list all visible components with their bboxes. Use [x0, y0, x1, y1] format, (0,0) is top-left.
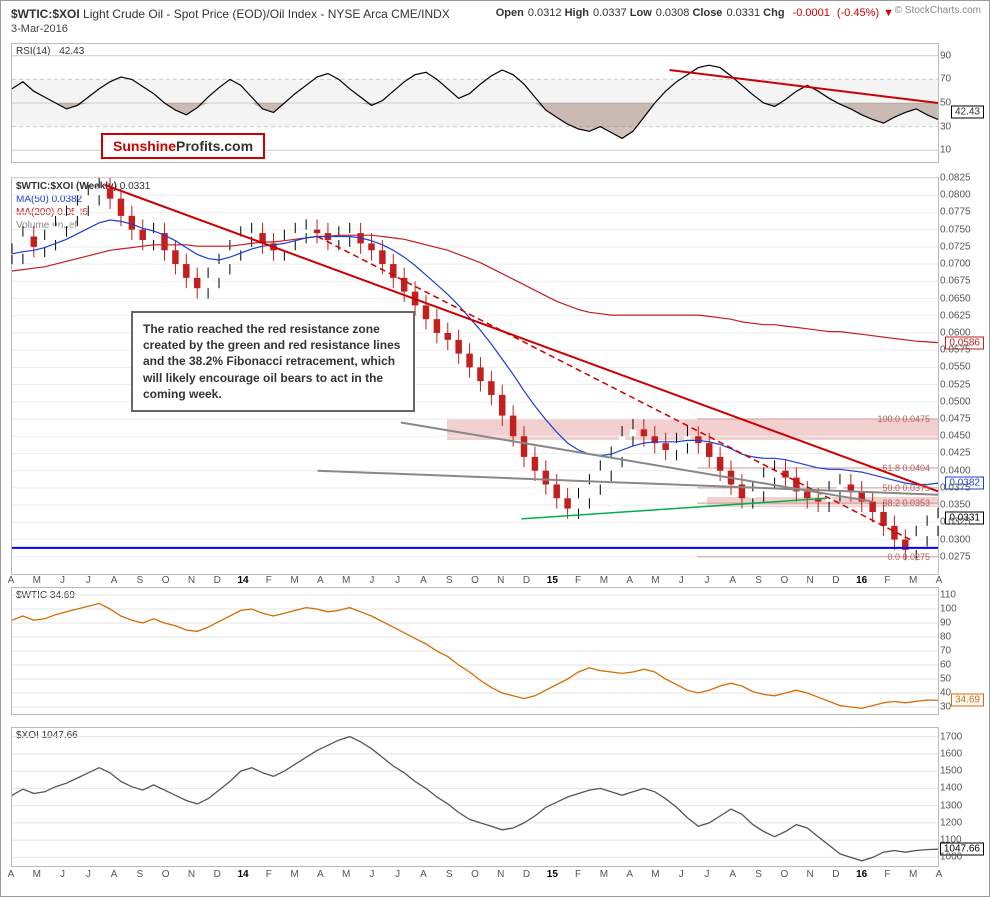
annotation-box: The ratio reached the red resistance zon… — [131, 311, 415, 412]
xoi-plot — [12, 728, 938, 866]
chart-container: © StockCharts.com $WTIC:$XOI Light Crude… — [0, 0, 990, 897]
xoi-panel: $XOI 1047.66 1047.66 1700160015001400130… — [11, 727, 939, 867]
wtic-panel: $WTIC 34.69 34.69 11010090807060504030 — [11, 587, 939, 715]
watermark: © StockCharts.com — [895, 5, 981, 16]
chart-date: 3-Mar-2016 — [11, 23, 68, 35]
logo-box: SunshineProfits.com — [101, 133, 265, 159]
ohlc-readout: Open0.0312 High0.0337 Low0.0308 Close0.0… — [496, 7, 894, 19]
x-axis-lower: AMJJASOND14FMAMJJASOND15FMAMJJASOND16FMA — [11, 869, 939, 883]
wtic-plot — [12, 588, 938, 714]
chart-title: $WTIC:$XOI Light Crude Oil - Spot Price … — [11, 7, 450, 21]
